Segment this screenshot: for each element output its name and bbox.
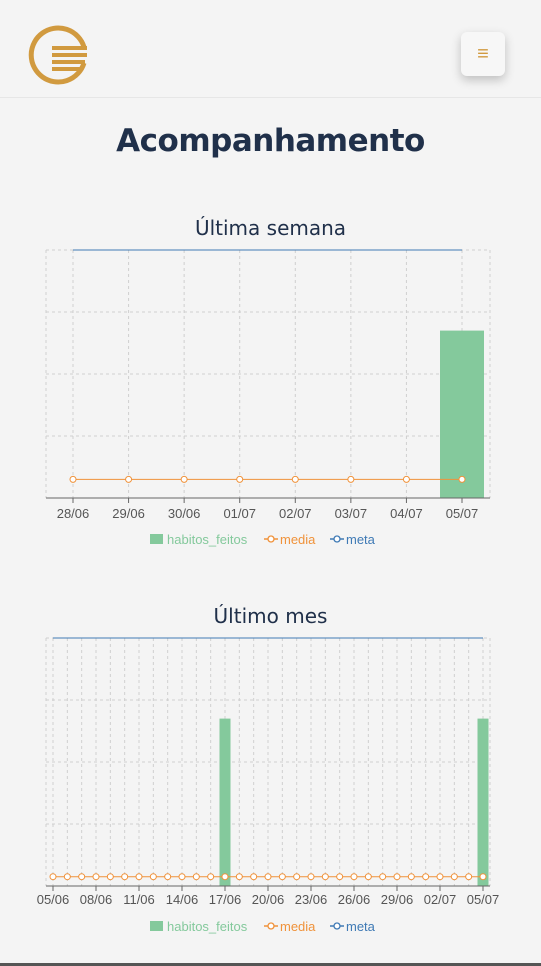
legend-label-meta: meta: [346, 532, 376, 547]
x-tick-label: 08/06: [80, 892, 113, 907]
x-tick-label: 26/06: [338, 892, 371, 907]
point-media: [125, 475, 133, 483]
point-media: [407, 873, 415, 881]
point-media: [135, 873, 143, 881]
point-media: [379, 873, 387, 881]
point-media: [321, 873, 329, 881]
point-media: [149, 873, 157, 881]
point-media: [393, 873, 401, 881]
point-media: [235, 873, 243, 881]
legend: habitos_feitos media meta: [150, 919, 376, 934]
bottom-border: [0, 963, 541, 966]
point-media: [350, 873, 358, 881]
grid: [45, 637, 491, 887]
x-tick-label: 11/06: [123, 892, 155, 907]
point-media: [291, 475, 299, 483]
point-media: [364, 873, 372, 881]
legend-label-meta: meta: [346, 919, 376, 934]
x-tick-label: 14/06: [166, 892, 199, 907]
legend-marker-meta: [333, 535, 341, 543]
legend-marker-meta: [333, 922, 341, 930]
chart-title-month: Último mes: [213, 604, 328, 628]
x-tick-label: 23/06: [295, 892, 328, 907]
x-tick-label: 02/07: [279, 506, 312, 521]
legend-label-media: media: [280, 532, 316, 547]
page-title: Acompanhamento: [116, 123, 425, 159]
point-media: [458, 475, 466, 483]
point-media: [465, 873, 473, 881]
point-media: [278, 873, 286, 881]
x-tick-label: 28/06: [57, 506, 90, 521]
point-media: [180, 475, 188, 483]
point-media: [479, 873, 487, 881]
point-media: [436, 873, 444, 881]
point-media: [293, 873, 301, 881]
point-media: [49, 873, 57, 881]
point-media: [106, 873, 114, 881]
point-media: [207, 873, 215, 881]
x-tick-label: 29/06: [112, 506, 145, 521]
point-media: [250, 873, 258, 881]
point-media: [336, 873, 344, 881]
legend-swatch-habitos_feitos: [150, 921, 163, 931]
bar-habitos-feitos: [219, 718, 231, 886]
point-media: [450, 873, 458, 881]
legend: habitos_feitos media meta: [150, 532, 376, 547]
point-media: [121, 873, 129, 881]
point-media: [164, 873, 172, 881]
menu-button[interactable]: ≡: [461, 32, 505, 76]
bar-habitos-feitos: [477, 718, 489, 886]
point-media: [178, 873, 186, 881]
point-media: [422, 873, 430, 881]
top-bar: ≡: [0, 0, 541, 98]
x-tick-label: 17/06: [209, 892, 242, 907]
point-media: [221, 873, 229, 881]
x-tick-label: 02/07: [424, 892, 457, 907]
x-tick-label: 05/07: [446, 506, 479, 521]
point-media: [236, 475, 244, 483]
point-media: [78, 873, 86, 881]
x-tick-label: 03/07: [335, 506, 368, 521]
x-tick-label: 01/07: [223, 506, 256, 521]
legend-label-habitos_feitos: habitos_feitos: [167, 532, 248, 547]
brand-logo-icon[interactable]: [27, 23, 91, 87]
bar-habitos-feitos: [440, 330, 484, 498]
legend-swatch-habitos_feitos: [150, 534, 163, 544]
chart-week: 28/06 29/06 30/06 01/07 02/07 03/07 04/07 05/07…: [45, 249, 491, 547]
hamburger-menu-icon: ≡: [477, 42, 489, 65]
x-tick-label: 04/07: [390, 506, 423, 521]
x-tick-label: 20/06: [252, 892, 285, 907]
x-tick-label: 30/06: [168, 506, 201, 521]
point-media: [264, 873, 272, 881]
chart-title-week: Última semana: [194, 216, 347, 240]
x-tick-label: 29/06: [381, 892, 414, 907]
legend-marker-media: [267, 922, 275, 930]
point-media: [402, 475, 410, 483]
point-media: [307, 873, 315, 881]
legend-label-media: media: [280, 919, 316, 934]
point-media: [192, 873, 200, 881]
x-tick-label: 05/06: [37, 892, 70, 907]
legend-marker-media: [267, 535, 275, 543]
point-media: [69, 475, 77, 483]
legend-label-habitos_feitos: habitos_feitos: [167, 919, 248, 934]
point-media: [63, 873, 71, 881]
point-media: [92, 873, 100, 881]
x-tick-label: 05/07: [467, 892, 500, 907]
point-media: [347, 475, 355, 483]
